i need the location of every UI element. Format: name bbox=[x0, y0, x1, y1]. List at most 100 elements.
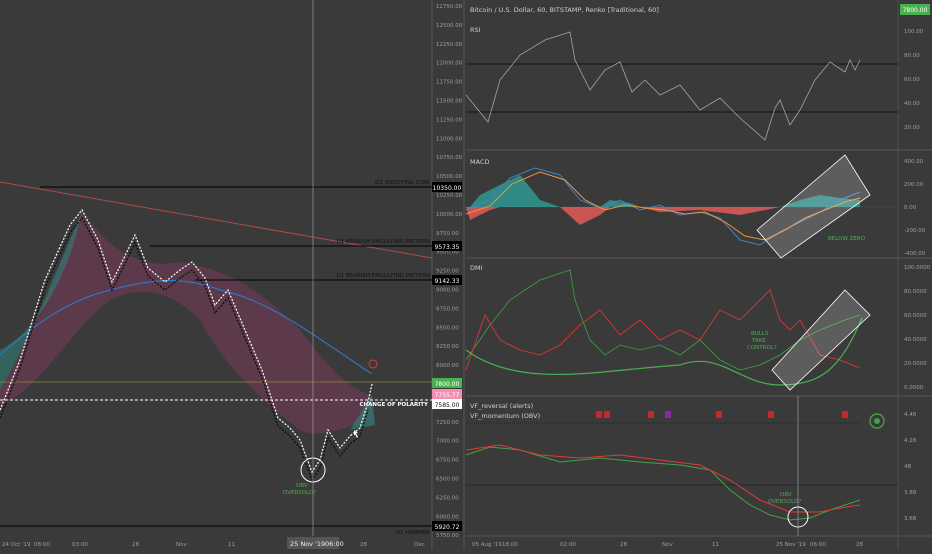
dmi-red-line bbox=[465, 289, 861, 371]
renko-shadow bbox=[0, 216, 369, 482]
right-plot-area[interactable] bbox=[466, 0, 898, 536]
svg-text:7755.77: 7755.77 bbox=[435, 392, 460, 399]
left-price-tick: 10500.00 bbox=[436, 174, 463, 180]
left-price-tick: 8000.00 bbox=[436, 363, 459, 369]
price-tag-5920: 5920.72 bbox=[432, 521, 462, 531]
level-label-3: D1 HAMMER bbox=[396, 530, 430, 536]
right-date-tick: 05 Aug '19 bbox=[472, 542, 502, 548]
svg-text:9573.35: 9573.35 bbox=[435, 244, 460, 251]
left-date-tick: Dec bbox=[414, 542, 425, 548]
price-tag-7800: 7800.00 bbox=[432, 378, 462, 388]
right-chart-title: Bitcoin / U.S. Dollar, 60, BITSTAMP, Ren… bbox=[470, 6, 659, 14]
rsi-tick: 40.00 bbox=[904, 101, 920, 107]
crosshair-time: 06:00 bbox=[325, 540, 344, 548]
rsi-tick: 20.00 bbox=[904, 125, 920, 131]
crosshair-date: 25 Nov '19 bbox=[290, 540, 325, 548]
macd-blue-line bbox=[465, 167, 861, 246]
macd-histogram-red bbox=[466, 207, 780, 225]
vf-target-icon bbox=[869, 413, 885, 429]
price-tag-10350: 10350.00 bbox=[432, 182, 462, 192]
left-date-tick: 24 Oct '19 bbox=[2, 542, 31, 548]
left-price-tick: 12750.00 bbox=[436, 4, 463, 10]
teal-cloud bbox=[0, 212, 82, 390]
right-date-tick: 28 bbox=[856, 542, 863, 548]
macd-tick: 0.00 bbox=[904, 205, 917, 211]
dmi-tick: 60.0000 bbox=[904, 313, 927, 319]
left-price-tick: 12500.00 bbox=[436, 23, 463, 29]
svg-text:7800.00: 7800.00 bbox=[435, 381, 460, 388]
right-top-tag-text: 7800.00 bbox=[903, 7, 928, 14]
left-price-tick: 10750.00 bbox=[436, 155, 463, 161]
dmi-tick: 0.0000 bbox=[904, 385, 924, 391]
renko-price-path bbox=[0, 208, 373, 474]
vf-tick: 3.88 bbox=[904, 490, 917, 496]
vf-tick: 3.68 bbox=[904, 516, 917, 522]
left-price-tick: 11000.00 bbox=[436, 136, 463, 142]
macd-histogram-teal bbox=[470, 175, 860, 207]
left-price-tick: 6500.00 bbox=[436, 477, 459, 483]
macd-highlight-box bbox=[756, 154, 871, 259]
macd-tick: 200.00 bbox=[904, 182, 924, 188]
price-tag-9142: 9142.33 bbox=[432, 275, 462, 285]
price-tag-9573: 9573.35 bbox=[432, 241, 462, 251]
rsi-tick: 80.00 bbox=[904, 53, 920, 59]
macd-label: MACD bbox=[470, 158, 489, 166]
red-trendline bbox=[0, 181, 433, 259]
price-tag-7585: 7585.00 bbox=[432, 399, 462, 409]
left-price-tick: 9500.00 bbox=[436, 250, 459, 256]
right-top-tag bbox=[900, 4, 930, 15]
macd-tick: -400.00 bbox=[904, 251, 926, 257]
level-label-1: D1 BEARISH ENGULFING PATTERN bbox=[337, 239, 431, 245]
macd-tick: -200.00 bbox=[904, 228, 926, 234]
left-price-tick: 7000.00 bbox=[436, 439, 459, 445]
svg-text:7585.00: 7585.00 bbox=[435, 402, 460, 409]
vf-obv-note-2: OVERSOLD? bbox=[768, 499, 801, 505]
dmi-tick: 80.0000 bbox=[904, 289, 927, 295]
left-time-axis[interactable] bbox=[0, 536, 462, 550]
level-label-0: D1 SHOOTING STAR bbox=[375, 180, 430, 186]
rsi-line bbox=[465, 31, 861, 141]
rsi-tick: 60.00 bbox=[904, 77, 920, 83]
right-date-tick: 18:00 bbox=[502, 542, 518, 548]
vf-alert-markers bbox=[596, 411, 848, 418]
vf-label-2: VF_momentum (OBV) bbox=[470, 412, 540, 420]
left-date-tick: Nov bbox=[176, 542, 187, 548]
left-price-tick: 11750.00 bbox=[436, 80, 463, 86]
left-price-tick: 6250.00 bbox=[436, 495, 459, 501]
vf-label-1: VF_reversal (alerts) bbox=[470, 402, 533, 410]
right-date-tick: 06:00 bbox=[810, 542, 826, 548]
vf-tick: 4B bbox=[904, 464, 911, 470]
change-of-polarity-label: CHANGE OF POLARITY bbox=[359, 402, 429, 408]
dmi-highlight-box bbox=[771, 289, 871, 391]
left-price-tick: 5750.00 bbox=[436, 533, 459, 539]
vf-tick: 4.28 bbox=[904, 438, 917, 444]
teal-cloud-right bbox=[350, 395, 375, 430]
left-price-tick: 6000.00 bbox=[436, 514, 459, 520]
dmi-green-line bbox=[465, 269, 861, 371]
vf-target-icon-center bbox=[874, 418, 880, 424]
dmi-note-1: BULLS bbox=[751, 331, 769, 337]
vf-tick: 4.48 bbox=[904, 412, 917, 418]
right-date-tick: Nov bbox=[662, 542, 673, 548]
macd-note: BELOW ZERO bbox=[828, 236, 866, 242]
left-price-tick: 11250.00 bbox=[436, 117, 463, 123]
blue-ma-line bbox=[0, 280, 373, 375]
left-price-tick: 12000.00 bbox=[436, 61, 463, 67]
shaded-cloud bbox=[0, 212, 372, 434]
dmi-note-2: TAKE bbox=[751, 338, 766, 344]
left-price-tick: 7250.00 bbox=[436, 420, 459, 426]
left-price-tick: 9750.00 bbox=[436, 231, 459, 237]
left-date-tick: 28 bbox=[132, 542, 139, 548]
right-date-tick: 02:00 bbox=[560, 542, 576, 548]
price-tag-7755: 7755.77 bbox=[432, 389, 462, 399]
red-alert-icon bbox=[368, 359, 378, 369]
left-date-tick: 03:00 bbox=[72, 542, 88, 548]
left-price-tick: 10000.00 bbox=[436, 212, 463, 218]
rsi-label: RSI bbox=[470, 26, 481, 34]
left-date-tick: 11 bbox=[228, 542, 235, 548]
svg-text:9142.33: 9142.33 bbox=[435, 278, 460, 285]
level-label-2: D1 BEARISH ENGULFING PATTERN bbox=[337, 273, 431, 279]
right-date-tick: 28 bbox=[620, 542, 627, 548]
